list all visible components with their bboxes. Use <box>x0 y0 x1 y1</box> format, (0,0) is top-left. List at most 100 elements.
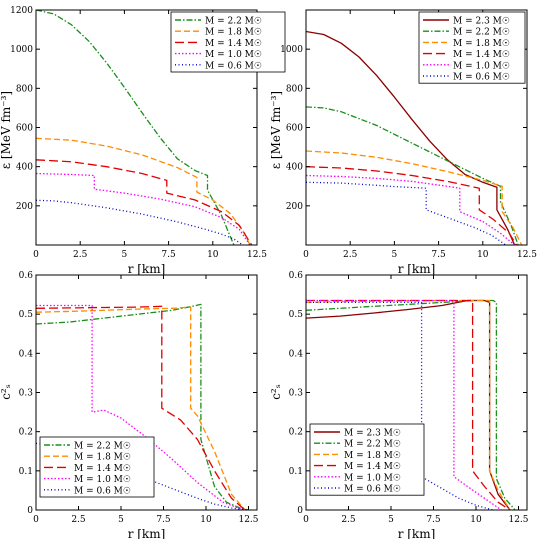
y-tick-label: 1200 <box>10 6 33 16</box>
y-tick-label: 400 <box>16 163 33 173</box>
series-line <box>306 30 516 245</box>
legend-label: M = 0.6 M☉ <box>344 485 401 495</box>
chart-panel-2: 0 2.5 5 7.5 10 12.5 200 400 600 800 1000 r [km] ε [M… <box>269 9 537 276</box>
series-line <box>36 10 235 245</box>
y-axis-label: c²ₛ <box>0 384 13 400</box>
legend-label: M = 0.6 M☉ <box>74 486 131 496</box>
x-tick-label: 10 <box>207 250 219 260</box>
x-tick-label: 7.5 <box>426 515 441 525</box>
y-tick-label: 0.5 <box>289 310 304 320</box>
chart-panel-3: 0 2.5 5 7.5 10 12.5 0 0.1 0.2 0.3 0.4 0.5 0.6 r [km] c… <box>0 271 259 539</box>
legend-label: M = 1.8 M☉ <box>74 453 131 463</box>
legend-label: M = 1.0 M☉ <box>205 50 262 60</box>
y-tick-label: 0.6 <box>289 271 304 281</box>
x-tick-label: 7.5 <box>431 250 446 260</box>
x-tick-label: 7.5 <box>161 250 176 260</box>
legend: M = 2.2 M☉M = 1.8 M☉M = 1.4 M☉M = 1.0 M☉… <box>39 436 155 498</box>
x-tick-label: 10 <box>200 515 212 525</box>
plot-area <box>306 30 523 245</box>
x-tick-label: 0 <box>33 515 39 525</box>
x-tick-label: 7.5 <box>156 515 171 525</box>
legend-label: M = 2.2 M☉ <box>205 17 262 27</box>
y-axis-label: ε [MeV fm⁻³] <box>0 91 13 169</box>
y-tick-label: 0.2 <box>19 428 33 438</box>
legend-label: M = 0.6 M☉ <box>205 61 262 71</box>
legend-label: M = 1.0 M☉ <box>344 473 401 483</box>
y-tick-label: 600 <box>286 124 303 134</box>
x-tick-label: 2.5 <box>341 515 356 525</box>
legend: M = 2.3 M☉M = 2.2 M☉M = 1.8 M☉M = 1.4 M☉… <box>418 11 526 84</box>
legend-label: M = 1.8 M☉ <box>344 451 401 461</box>
y-tick-label: 400 <box>286 163 303 173</box>
legend-label: M = 1.8 M☉ <box>453 39 510 49</box>
x-axis-label: r [km] <box>398 262 436 276</box>
legend-label: M = 2.2 M☉ <box>344 440 401 450</box>
y-tick-label: 200 <box>286 202 303 212</box>
y-tick-label: 1000 <box>10 45 33 55</box>
y-tick-label: 800 <box>16 84 33 94</box>
y-tick-label: 600 <box>16 124 33 134</box>
legend-box <box>309 423 425 496</box>
legend-label: M = 1.0 M☉ <box>453 61 510 71</box>
y-tick-label: 0.5 <box>19 310 34 320</box>
x-tick-label: 5 <box>122 250 128 260</box>
series-line <box>36 303 249 510</box>
x-tick-label: 12.5 <box>517 250 537 260</box>
chart-panel-1: 0 2.5 5 7.5 10 12.5 200 400 600 800 1000 1200 r [km]… <box>0 6 286 276</box>
x-tick-label: 12.5 <box>247 250 267 260</box>
series-line <box>306 174 516 245</box>
series-line <box>306 299 502 510</box>
x-tick-label: 5 <box>392 250 398 260</box>
series-line <box>306 150 523 245</box>
legend-label: M = 2.3 M☉ <box>453 17 510 27</box>
series-line <box>36 305 246 510</box>
x-tick-label: 0 <box>33 250 39 260</box>
y-tick-label: 0.3 <box>289 389 304 399</box>
x-tick-label: 2.5 <box>73 250 88 260</box>
x-tick-label: 10 <box>470 515 482 525</box>
plot-area <box>306 299 516 510</box>
series-line <box>306 299 511 510</box>
series-line <box>36 306 246 510</box>
y-tick-label: 0 <box>27 506 33 516</box>
legend: M = 2.2 M☉M = 1.8 M☉M = 1.4 M☉M = 1.0 M☉… <box>170 11 286 73</box>
legend: M = 2.3 M☉M = 2.2 M☉M = 1.8 M☉M = 1.4 M☉… <box>309 423 425 496</box>
series-line <box>306 166 517 245</box>
x-axis-label: r [km] <box>128 262 166 276</box>
legend-label: M = 2.3 M☉ <box>344 429 401 439</box>
y-axis-label: ε [MeV fm⁻³] <box>269 91 283 169</box>
x-tick-label: 0 <box>303 515 309 525</box>
x-axis-label: r [km] <box>128 527 166 539</box>
x-tick-label: 5 <box>118 515 124 525</box>
y-tick-label: 0.6 <box>19 271 34 281</box>
legend-label: M = 1.4 M☉ <box>453 50 510 60</box>
series-line <box>36 159 253 245</box>
y-tick-label: 1000 <box>280 45 303 55</box>
x-tick-label: 0 <box>303 250 309 260</box>
legend-label: M = 1.4 M☉ <box>344 462 401 472</box>
x-tick-label: 12.5 <box>238 515 258 525</box>
x-tick-label: 5 <box>388 515 394 525</box>
legend-box <box>418 11 526 84</box>
y-axis-label: c²ₛ <box>269 384 283 400</box>
series-line <box>306 299 516 510</box>
y-tick-label: 200 <box>16 202 33 212</box>
x-tick-label: 2.5 <box>71 515 86 525</box>
series-line <box>306 181 507 245</box>
series-line <box>36 304 244 510</box>
y-tick-label: 0.4 <box>19 349 34 359</box>
y-tick-label: 0.3 <box>19 389 34 399</box>
y-tick-label: 0.4 <box>289 349 304 359</box>
y-tick-label: 0.1 <box>289 467 303 477</box>
plot-area <box>36 10 253 245</box>
legend-label: M = 2.2 M☉ <box>453 28 510 38</box>
y-tick-label: 0.1 <box>19 467 33 477</box>
series-line <box>36 172 251 245</box>
series-line <box>36 199 244 245</box>
legend-label: M = 1.8 M☉ <box>205 28 262 38</box>
x-tick-label: 2.5 <box>343 250 358 260</box>
legend-label: M = 1.4 M☉ <box>74 464 131 474</box>
y-tick-label: 0.2 <box>289 428 303 438</box>
x-tick-label: 12.5 <box>508 515 528 525</box>
